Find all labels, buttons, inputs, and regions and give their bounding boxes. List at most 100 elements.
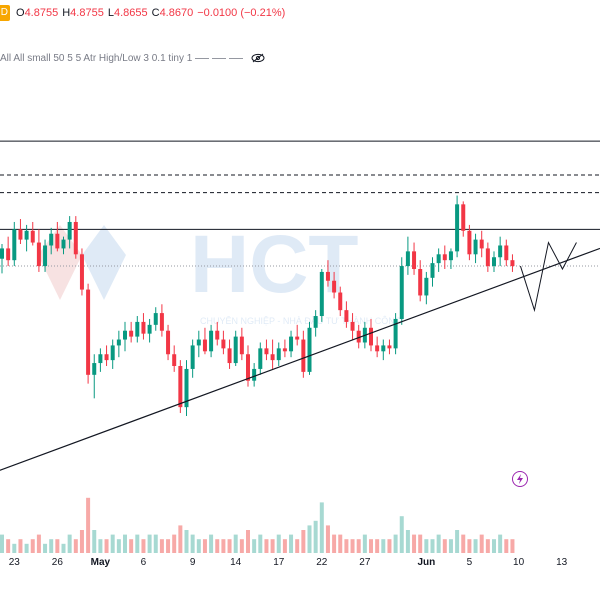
candle-body [196, 339, 201, 346]
ohlc-legend: D O 4.8755 H 4.8755 L 4.8655 C 4.8670 −0.010… [0, 4, 289, 22]
volume-bar [399, 516, 404, 553]
watermark-slogan: CHUYÊN NGHIỆP - NHÀ ĐẦU TƯ THÀNH CÔNG [200, 316, 402, 326]
candle-body [307, 327, 312, 372]
volume-bar [473, 539, 478, 553]
volume-bar [498, 534, 503, 553]
close-label: C [151, 7, 160, 19]
candle-body [455, 204, 460, 252]
candle-body [442, 254, 447, 261]
candle-body [98, 354, 103, 364]
volume-bar [110, 534, 115, 553]
time-axis-label: 14 [230, 557, 242, 568]
candle-body [166, 330, 171, 355]
candle-body [436, 254, 441, 264]
candle-body [295, 336, 300, 340]
candle-body [233, 336, 238, 364]
time-axis-label: 6 [140, 557, 147, 568]
volume-bar [55, 539, 60, 553]
indicator-legend[interactable]: All All small 50 5 5 Atr High/Low 3 0.1 … [0, 50, 265, 66]
candle-body [418, 269, 423, 296]
candle-body [227, 348, 232, 364]
time-axis-label: 23 [8, 557, 20, 568]
volume-bar [405, 530, 410, 553]
time-axis-label: 5 [466, 557, 473, 568]
candle-body [190, 345, 195, 369]
volume-bar [479, 534, 484, 553]
line-style-swatch [195, 57, 210, 59]
candle-body [369, 327, 373, 346]
volume-bar [350, 539, 355, 553]
time-axis-label: 27 [359, 557, 371, 568]
volume-bar [79, 530, 84, 553]
candle-body [258, 348, 263, 369]
candle-body [30, 230, 35, 243]
candle-body [86, 289, 91, 375]
volume-bar [172, 534, 177, 553]
candle-body [92, 363, 97, 375]
time-axis-label: 9 [189, 557, 196, 568]
candle-body [178, 366, 183, 408]
price-chart[interactable]: HCT CHUYÊN NGHIỆP - NHÀ ĐẦU TƯ THÀNH CÔN… [0, 0, 600, 555]
candle-body [270, 354, 275, 361]
volume-bar [67, 534, 72, 553]
candle-body [498, 245, 503, 258]
volume-bar [492, 539, 496, 553]
candle-body [485, 248, 490, 267]
candle-body [153, 313, 158, 325]
symbol-badge[interactable]: D [0, 5, 10, 21]
volume-bar [104, 539, 109, 553]
volume-bar [92, 530, 97, 553]
candle-body [282, 348, 287, 352]
line-style-swatch [229, 57, 244, 59]
candle-body [239, 336, 244, 355]
volume-bar [442, 539, 447, 553]
volume-bar [504, 539, 509, 553]
volume-bar [135, 534, 140, 553]
volume-bar [307, 525, 312, 553]
volume-bar [276, 534, 281, 553]
volume-bar [295, 539, 300, 553]
volume-bar [116, 539, 121, 553]
volume-bar [239, 539, 244, 553]
watermark-logo: HCT CHUYÊN NGHIỆP - NHÀ ĐẦU TƯ THÀNH CÔN… [38, 219, 402, 326]
volume-bar [166, 539, 171, 553]
candle-body [123, 330, 127, 340]
candle-body [172, 354, 177, 366]
volume-bar [61, 543, 66, 553]
candle-body [399, 266, 404, 319]
volume-bar [381, 539, 386, 553]
volume-bar [362, 534, 367, 553]
candle-body [448, 251, 453, 261]
eye-icon[interactable] [251, 53, 265, 63]
candle-body [135, 321, 140, 337]
time-axis-label: Jun [417, 557, 436, 568]
volume-bar [227, 539, 232, 553]
candle-body [24, 230, 29, 240]
candle-body [159, 313, 164, 331]
volume-bar [418, 534, 423, 553]
volume-bar [123, 534, 127, 553]
volume-bar [325, 525, 330, 553]
candle-body [344, 310, 349, 322]
time-axis[interactable]: 23 26 May 6 9 14 17 22 27 Jun 5 10 13 [0, 555, 600, 575]
volume-bar [356, 539, 361, 553]
volume-bar [30, 539, 35, 553]
candle-body [338, 292, 343, 311]
indicator-label: All All small 50 5 5 Atr High/Low 3 0.1 … [0, 52, 193, 64]
candle-body [412, 251, 417, 269]
candle-body [209, 330, 214, 352]
candle-body [221, 339, 226, 349]
volume-bar [178, 525, 183, 553]
candle-body [252, 368, 257, 381]
volume-bar [393, 534, 398, 553]
volume-bar [202, 539, 207, 553]
candle-body [104, 354, 109, 361]
volume-bar [319, 502, 324, 553]
ascending-trendline [0, 247, 600, 471]
lightning-icon[interactable] [512, 471, 528, 487]
volume-bar [282, 539, 287, 553]
time-axis-label: 22 [316, 557, 328, 568]
candle-body [381, 345, 386, 352]
candle-body [129, 330, 134, 337]
volume-bar [215, 539, 220, 553]
